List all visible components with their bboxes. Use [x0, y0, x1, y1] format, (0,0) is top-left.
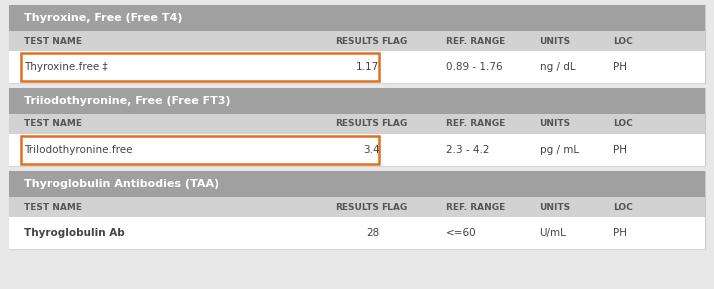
Text: Thyroglobulin Antibodies (TAA): Thyroglobulin Antibodies (TAA) [24, 179, 219, 189]
Bar [9, 51, 705, 83]
Text: FLAG: FLAG [381, 119, 408, 129]
Text: PH: PH [613, 228, 628, 238]
Text: REF. RANGE: REF. RANGE [446, 203, 506, 212]
Text: U/mL: U/mL [540, 228, 566, 238]
Bar [9, 5, 705, 31]
Text: UNITS: UNITS [540, 119, 570, 129]
Text: Thyroglobulin Ab: Thyroglobulin Ab [24, 228, 125, 238]
Text: 3.4: 3.4 [363, 145, 379, 155]
FancyBboxPatch shape [21, 136, 379, 164]
Bar [9, 31, 705, 51]
Text: RESULTS: RESULTS [336, 119, 379, 129]
Text: TEST NAME: TEST NAME [24, 36, 82, 45]
Text: FLAG: FLAG [381, 36, 408, 45]
Bar [9, 217, 705, 249]
Text: Triiodothyronine, Free (Free FT3): Triiodothyronine, Free (Free FT3) [24, 96, 231, 106]
Bar [9, 5, 705, 83]
Bar [9, 134, 705, 166]
Text: REF. RANGE: REF. RANGE [446, 119, 506, 129]
Bar [9, 171, 705, 197]
Text: ng / dL: ng / dL [540, 62, 575, 72]
Bar [9, 88, 705, 114]
Text: 28: 28 [366, 228, 379, 238]
Text: 2.3 - 4.2: 2.3 - 4.2 [446, 145, 490, 155]
Text: LOC: LOC [613, 119, 633, 129]
Text: UNITS: UNITS [540, 203, 570, 212]
Text: TEST NAME: TEST NAME [24, 119, 82, 129]
Text: LOC: LOC [613, 203, 633, 212]
Text: <=60: <=60 [446, 228, 477, 238]
Text: Thyroxine.free ‡: Thyroxine.free ‡ [24, 62, 108, 72]
Bar [9, 88, 705, 166]
Bar [9, 197, 705, 217]
Text: UNITS: UNITS [540, 36, 570, 45]
Text: RESULTS: RESULTS [336, 36, 379, 45]
Text: TEST NAME: TEST NAME [24, 203, 82, 212]
Text: REF. RANGE: REF. RANGE [446, 36, 506, 45]
Text: PH: PH [613, 145, 628, 155]
FancyBboxPatch shape [21, 53, 379, 81]
Bar [9, 114, 705, 134]
Bar [9, 171, 705, 249]
Text: Thyroxine, Free (Free T4): Thyroxine, Free (Free T4) [24, 13, 182, 23]
Text: FLAG: FLAG [381, 203, 408, 212]
Text: RESULTS: RESULTS [336, 203, 379, 212]
Text: 1.17: 1.17 [356, 62, 379, 72]
Text: PH: PH [613, 62, 628, 72]
Text: 0.89 - 1.76: 0.89 - 1.76 [446, 62, 503, 72]
Text: Trilodothyronine.free: Trilodothyronine.free [24, 145, 132, 155]
Text: pg / mL: pg / mL [540, 145, 579, 155]
Text: LOC: LOC [613, 36, 633, 45]
